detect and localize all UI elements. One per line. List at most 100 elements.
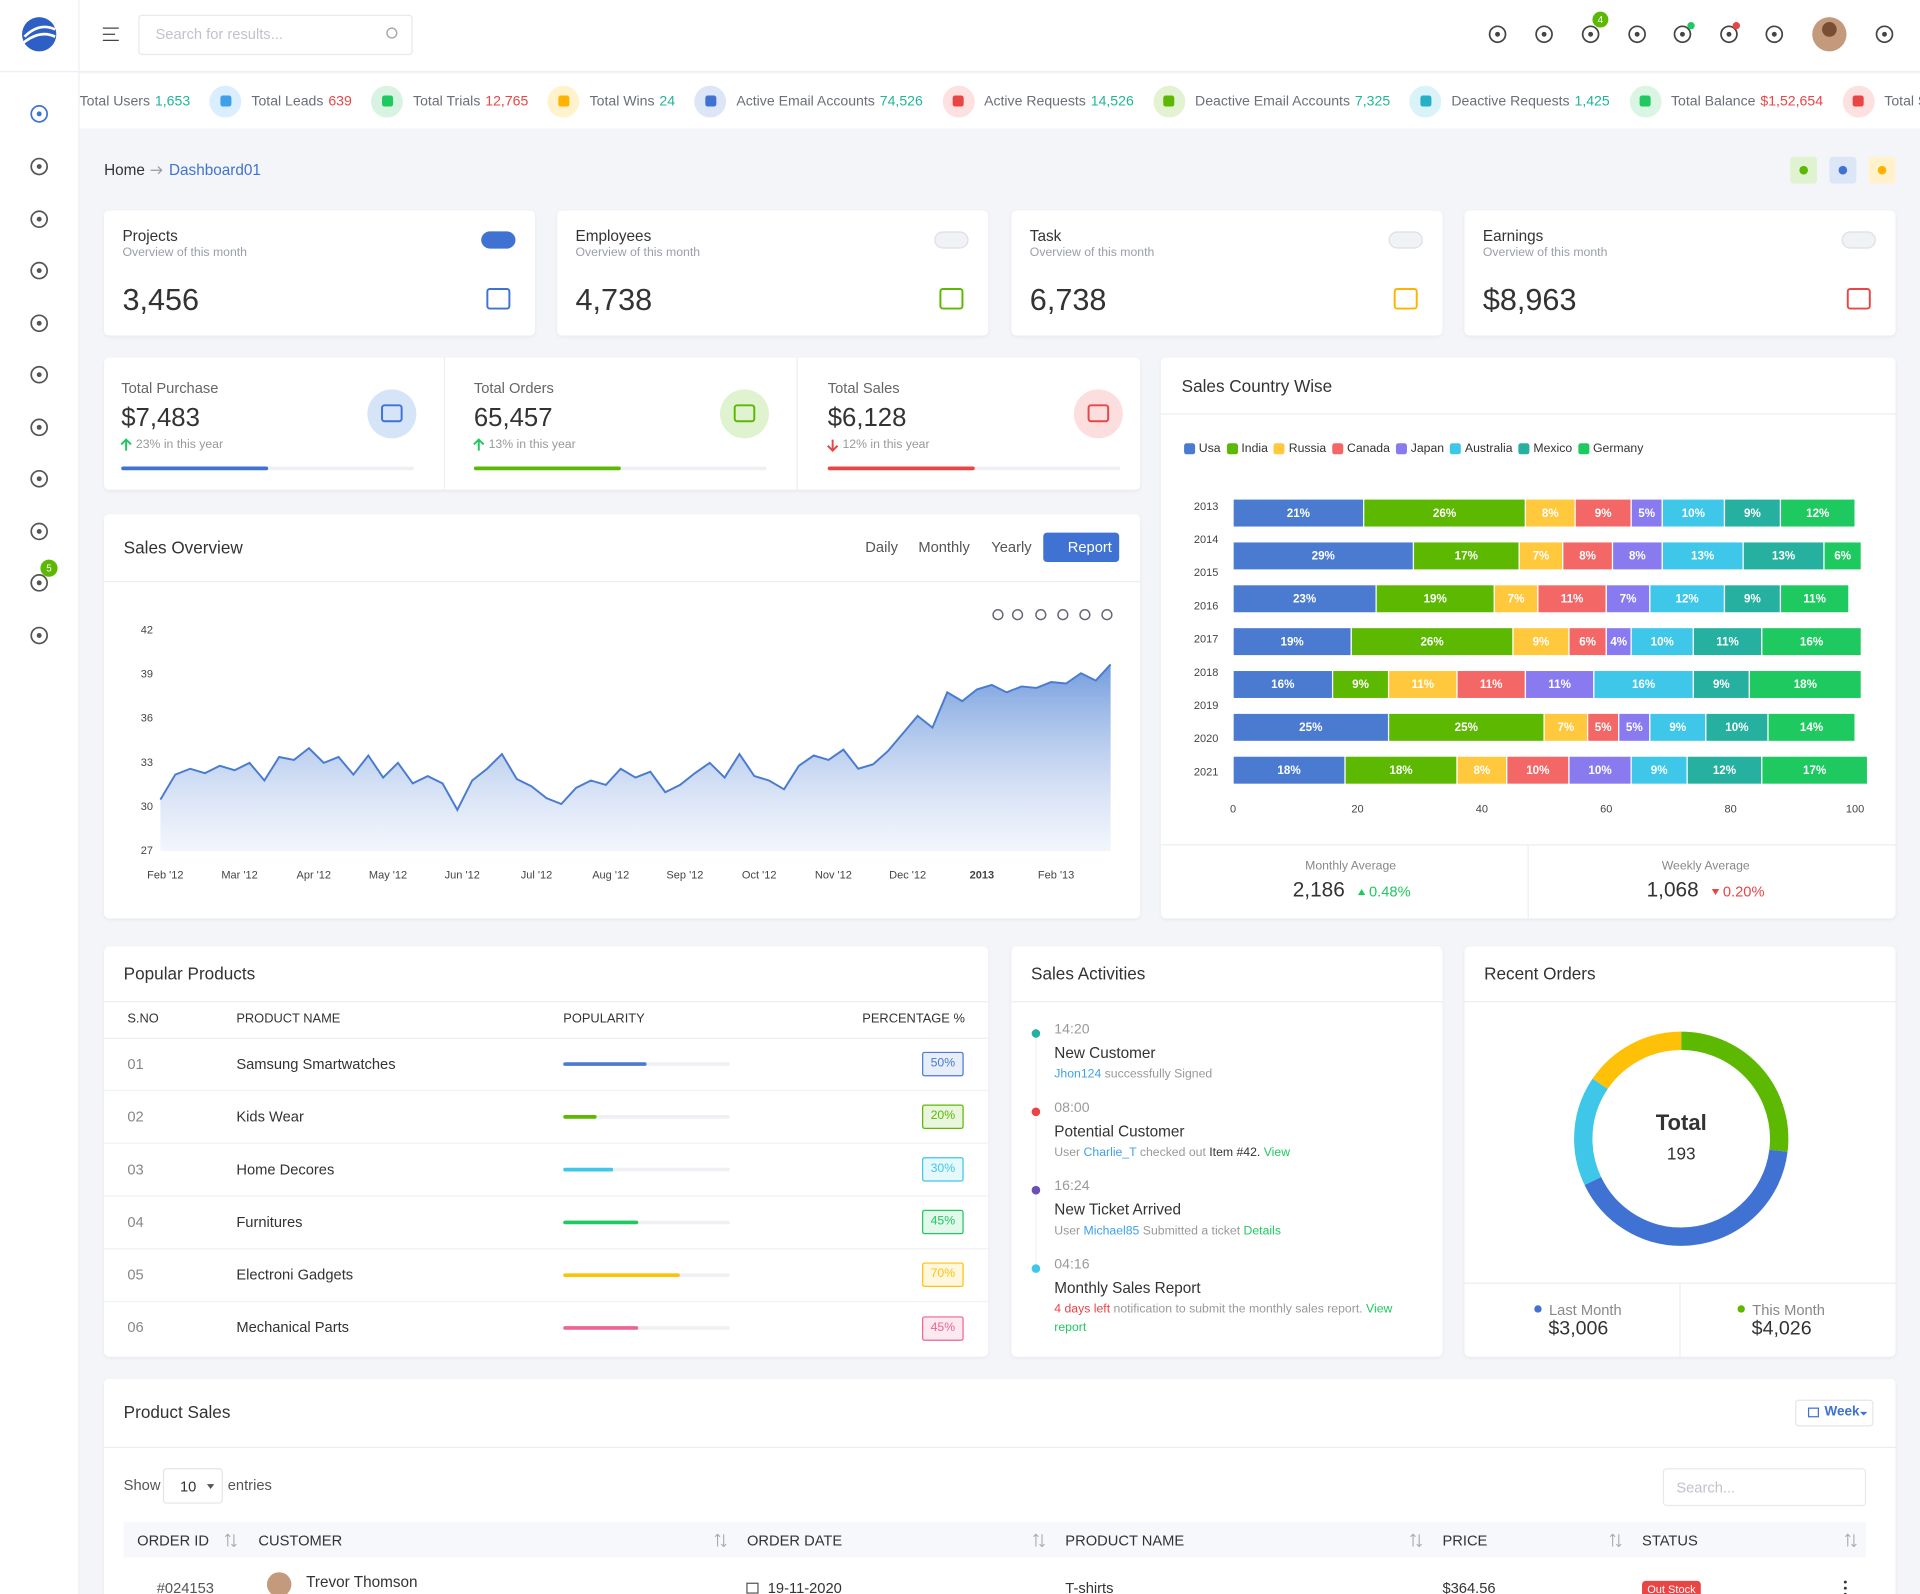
summary-card	[104, 357, 1140, 490]
period-label[interactable]: Week	[1824, 1404, 1860, 1420]
legend-item: Canada	[1332, 442, 1390, 456]
activity-title: New Ticket Arrived	[1054, 1200, 1182, 1218]
ticker-icon-glyph	[220, 95, 232, 107]
column-header: POPULARITY	[563, 1011, 645, 1026]
legend-item: Germany	[1578, 442, 1643, 456]
stat-card	[104, 210, 536, 336]
report-button-text[interactable]: Report	[1067, 538, 1112, 556]
ticker-icon-glyph	[1420, 95, 1432, 107]
ticker-value: 12,765	[485, 93, 529, 109]
legend-label: Last Month	[1548, 1301, 1622, 1319]
card-title: Popular Products	[123, 963, 256, 983]
legend-swatch	[1332, 443, 1344, 455]
tab[interactable]: Yearly	[991, 538, 1032, 556]
serial-number: 01	[127, 1055, 144, 1073]
breadcrumb-arrow	[150, 166, 163, 175]
legend-swatch	[1518, 443, 1530, 455]
ticker-value: 639	[328, 93, 352, 109]
activity-description: 4 days left notification to submit the m…	[1054, 1300, 1421, 1337]
description-part[interactable]: View	[1260, 1146, 1291, 1160]
column-header: STATUS	[1642, 1531, 1698, 1549]
percent-badge	[922, 1262, 964, 1288]
stat-title: Task	[1029, 227, 1062, 245]
description-part: notification to submit the monthly sales…	[1110, 1302, 1367, 1317]
description-part: User	[1054, 1224, 1084, 1238]
description-part[interactable]: View report	[1054, 1302, 1393, 1335]
percent-label: 50%	[930, 1056, 956, 1071]
percent-label: 30%	[930, 1162, 956, 1176]
ticker-item: Deactive Email Accounts 7,325	[1153, 85, 1390, 117]
activity-title: New Customer	[1054, 1043, 1156, 1062]
tab[interactable]: Monthly	[918, 538, 970, 556]
ticker-value: 74,526	[879, 93, 923, 109]
legend-swatch	[1226, 443, 1238, 455]
ticker-row: Total Users 1,653 Total Leads 639 Total Tria…	[80, 73, 1920, 128]
description-part: successfully Signed	[1101, 1067, 1213, 1082]
activity-description: Jhon124 successfully Signed	[1054, 1065, 1421, 1083]
price: $364.56	[1442, 1579, 1496, 1594]
action-button[interactable]	[1868, 156, 1896, 184]
percent-badge	[922, 1157, 964, 1182]
sidebar	[0, 0, 80, 1594]
description-part[interactable]: Details	[1243, 1224, 1281, 1238]
product-name: Kids Wear	[236, 1108, 304, 1126]
legend-item: Russia	[1274, 442, 1327, 456]
card-title: Sales Activities	[1031, 963, 1146, 983]
toggle[interactable]	[1841, 231, 1876, 249]
ticker-label: Active Email Accounts	[736, 93, 875, 109]
footer-label: Monthly Average	[1305, 859, 1397, 874]
breadcrumb-home[interactable]: Home	[104, 161, 145, 179]
activity-title: Monthly Sales Report	[1054, 1278, 1201, 1297]
description-part: User	[1054, 1146, 1084, 1160]
stat-card	[1011, 210, 1443, 336]
action-button[interactable]	[1829, 156, 1857, 184]
legend-swatch	[1274, 443, 1286, 455]
column-header: PRODUCT NAME	[236, 1011, 341, 1026]
legend: Usa India Russia Canada Japan Australia Mexico…	[1184, 442, 1649, 456]
legend-swatch	[1396, 443, 1408, 455]
ticker-item: Active Requests 14,526	[942, 85, 1134, 117]
ticker-item: Total Users 1,653	[80, 85, 191, 117]
footer-value: 1,068	[1646, 877, 1699, 901]
stat-title: Earnings	[1482, 227, 1544, 245]
percent-label: 45%	[930, 1215, 956, 1229]
length-select[interactable]	[162, 1468, 223, 1504]
search-box[interactable]	[138, 14, 413, 56]
card-title: Product Sales	[123, 1401, 231, 1422]
serial-number: 06	[127, 1319, 144, 1337]
tab[interactable]: Daily	[865, 538, 898, 556]
summary-value: $7,483	[121, 404, 200, 433]
legend-item: Japan	[1396, 442, 1444, 456]
action-button[interactable]	[1790, 156, 1818, 184]
toggle[interactable]	[934, 231, 969, 249]
legend-swatch	[1184, 443, 1196, 455]
legend-value: $3,006	[1548, 1319, 1609, 1341]
ticker-value: $1,52,654	[1760, 93, 1824, 109]
legend-label: Usa	[1198, 442, 1221, 456]
activity-time: 08:00	[1054, 1100, 1090, 1116]
show-label: Show	[123, 1476, 161, 1494]
ticker-icon	[942, 85, 975, 117]
serial-number: 04	[127, 1213, 144, 1231]
ticker-icon-glyph	[381, 95, 393, 107]
ticker-icon	[371, 85, 404, 117]
summary-change: 12% in this year	[842, 438, 930, 452]
stat-value: 3,456	[122, 282, 200, 318]
toggle[interactable]	[1388, 231, 1423, 249]
product-name: Home Decores	[236, 1160, 335, 1178]
stat-subtitle: Overview of this month	[575, 246, 701, 260]
ticker-label: Total Wins	[589, 93, 655, 109]
sales-activities-card	[1011, 946, 1443, 1357]
stat-title: Projects	[122, 227, 178, 245]
period-button[interactable]	[1795, 1399, 1874, 1427]
toggle[interactable]	[481, 231, 516, 249]
table-search[interactable]	[1662, 1468, 1867, 1507]
activity-title: Potential Customer	[1054, 1122, 1185, 1140]
popular-products-card	[104, 946, 989, 1357]
ticker-value: 14,526	[1090, 93, 1134, 109]
ticker-item: Total Leads 639	[209, 85, 352, 117]
legend-label: Russia	[1288, 442, 1327, 456]
stat-subtitle: Overview of this month	[122, 246, 248, 260]
column-header: PRICE	[1442, 1531, 1488, 1549]
